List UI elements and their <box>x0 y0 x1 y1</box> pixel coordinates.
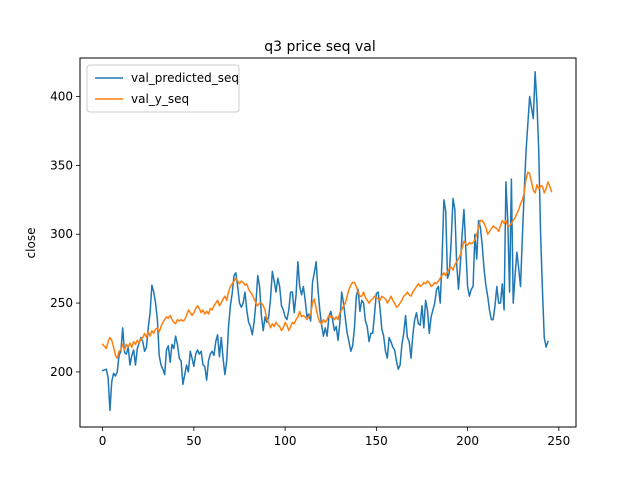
y-axis-label: close <box>24 228 38 259</box>
x-tick-label: 250 <box>547 434 570 448</box>
x-tick-label: 100 <box>274 434 297 448</box>
x-tick-label: 200 <box>456 434 479 448</box>
x-tick-label: 150 <box>365 434 388 448</box>
series-line-val-y-seq <box>101 171 553 359</box>
y-tick-label: 250 <box>50 296 73 310</box>
y-tick-label: 350 <box>50 158 73 172</box>
x-tick-label: 0 <box>99 434 107 448</box>
y-tick-label: 400 <box>50 90 73 104</box>
plot-frame <box>79 57 577 428</box>
plot-area <box>80 58 576 427</box>
y-tick-label: 300 <box>50 227 73 241</box>
x-axis: 0 50 100 150 200 250 <box>99 427 570 448</box>
legend-box <box>86 64 240 113</box>
y-axis: 200 250 300 350 400 <box>50 90 80 379</box>
y-tick-label: 200 <box>50 365 73 379</box>
series-line-val-predicted-seq <box>101 71 549 412</box>
series-layer <box>101 71 553 412</box>
legend: val_predicted_seq val_y_seq <box>86 64 240 113</box>
chart-title: q3 price seq val <box>264 39 376 55</box>
x-tick-label: 50 <box>186 434 201 448</box>
legend-label: val_predicted_seq <box>131 71 239 85</box>
legend-label: val_y_seq <box>131 92 189 106</box>
